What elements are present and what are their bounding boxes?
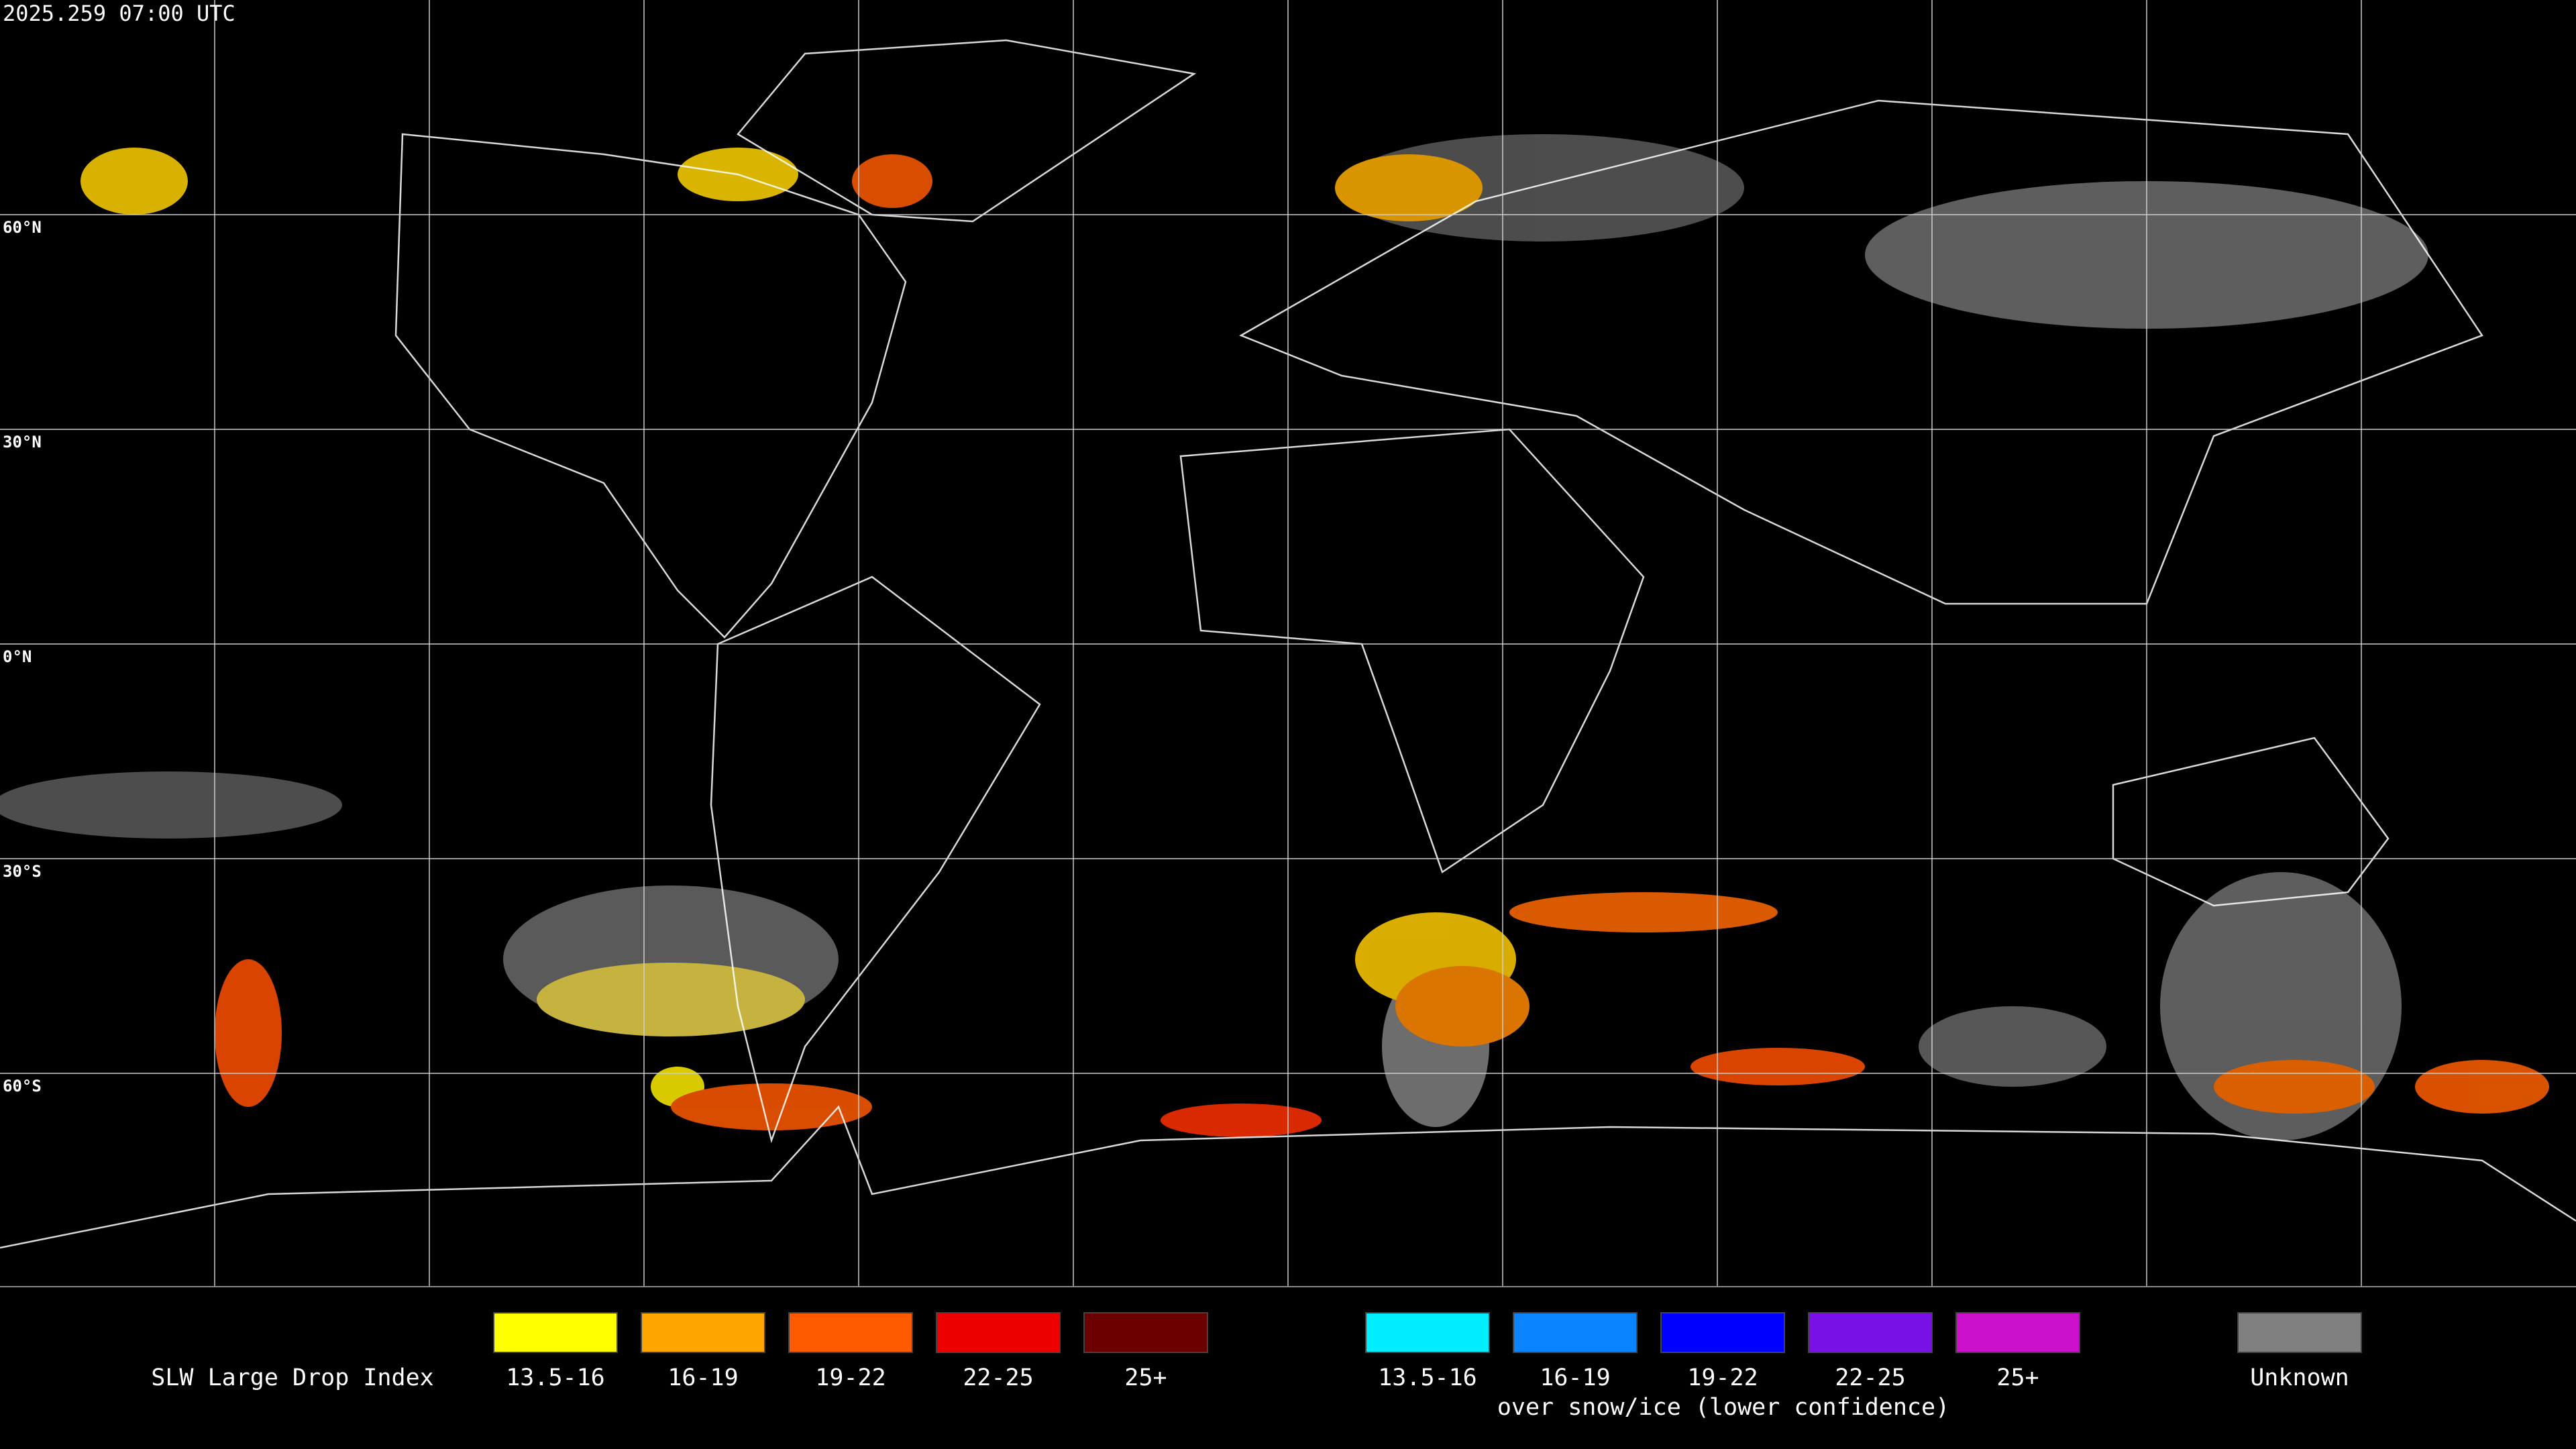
lat-label: 30°S	[3, 862, 42, 881]
legend-swatch	[1955, 1312, 2080, 1353]
legend-swatch	[936, 1312, 1061, 1353]
cloud-patch	[1919, 1006, 2106, 1087]
legend-label: 22-25	[963, 1364, 1033, 1391]
legend-swatch	[1660, 1312, 1785, 1353]
legend-label: 13.5-16	[1378, 1364, 1477, 1391]
cloud-patch	[0, 771, 342, 839]
graticule	[0, 0, 2576, 1287]
legend-swatch	[2237, 1312, 2362, 1353]
coastline	[710, 576, 1041, 1144]
cloud-patch	[1335, 154, 1483, 221]
legend-caption: over snow/ice (lower confidence)	[1497, 1394, 1949, 1421]
coastline	[1239, 99, 2483, 605]
legend-label: 13.5-16	[506, 1364, 605, 1391]
legend-label: 25+	[1124, 1364, 1167, 1391]
cloud-patch	[1161, 1104, 1322, 1137]
legend-label: 19-22	[815, 1364, 885, 1391]
legend-swatch	[1808, 1312, 1933, 1353]
cloud-patch	[537, 963, 805, 1036]
legend-label: 22-25	[1835, 1364, 1905, 1391]
lat-label: 0°N	[3, 647, 32, 666]
lat-label: 60°N	[3, 218, 42, 237]
cloud-patch	[1395, 966, 1529, 1046]
coastlines	[0, 39, 2576, 1249]
legend-label: Unknown	[2250, 1364, 2349, 1391]
cloud-patch	[852, 154, 932, 208]
cloud-patch	[2415, 1060, 2549, 1114]
legend-swatch	[493, 1312, 618, 1353]
legend-swatch	[1083, 1312, 1208, 1353]
cloud-patch	[80, 148, 188, 215]
coastline	[0, 1105, 2576, 1249]
cloud-patch	[671, 1083, 872, 1130]
legend-swatch	[788, 1312, 913, 1353]
legend-swatch	[1365, 1312, 1490, 1353]
coastline	[1179, 428, 1645, 873]
cloud-patch	[1509, 892, 1778, 932]
legend-title: SLW Large Drop Index	[151, 1364, 433, 1391]
lat-label: 30°N	[3, 433, 42, 451]
legend-swatch	[1513, 1312, 1638, 1353]
legend: SLW Large Drop Index over snow/ice (lowe…	[151, 1312, 2362, 1421]
legend-swatch	[641, 1312, 765, 1353]
cloud-patch	[2214, 1060, 2375, 1114]
lat-label: 60°S	[3, 1077, 42, 1095]
lat-labels: 60°N 30°N 0°N 30°S 60°S	[3, 218, 42, 1095]
timestamp: 2025.259 07:00 UTC	[3, 1, 235, 26]
legend-label: 16-19	[667, 1364, 738, 1391]
legend-label: 16-19	[1540, 1364, 1610, 1391]
legend-label: 25+	[1996, 1364, 2039, 1391]
legend-label: 19-22	[1687, 1364, 1758, 1391]
cloud-patch	[215, 959, 282, 1107]
cloud-patch	[1690, 1048, 1865, 1085]
